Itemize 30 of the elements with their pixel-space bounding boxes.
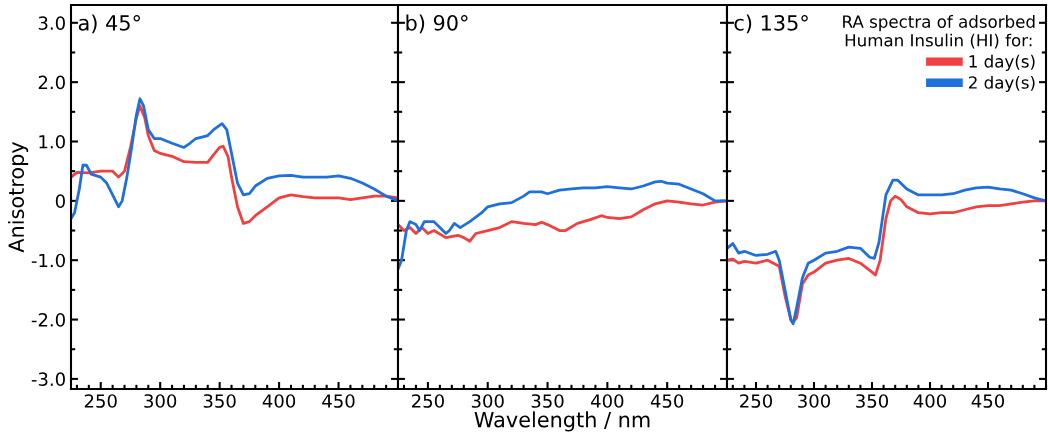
x-tick-label: 300 <box>471 394 504 408</box>
y-tick-label: 3.0 <box>38 16 65 30</box>
x-tick-label: 350 <box>531 394 564 408</box>
chart-title: b) 90° <box>406 14 468 34</box>
y-tick-label: 0 <box>55 194 65 208</box>
x-tick-label: 300 <box>144 394 177 408</box>
x-tick-label: 250 <box>740 394 773 408</box>
x-tick-label: 300 <box>798 394 831 408</box>
y-tick-label: 1.0 <box>39 134 65 149</box>
legend-title: RA spectra of adsorbed Human Insulin (HI) for: <box>843 15 1035 49</box>
x-axis-title: Wavelength / nm <box>474 411 650 432</box>
y-tick-label: -3.0 <box>31 372 65 387</box>
x-tick-label: 450 <box>971 394 1005 408</box>
x-tick-label: 400 <box>913 394 947 408</box>
x-tick-label: 250 <box>412 394 444 408</box>
x-tick-label: 350 <box>856 394 889 408</box>
y-tick-label: -1.0 <box>31 253 65 268</box>
legend-label: 1 day(s) <box>969 54 1035 71</box>
x-tick-label: 250 <box>84 394 117 408</box>
chart-title: c) 135° <box>734 14 808 34</box>
legend-label: 2 day(s) <box>968 75 1035 93</box>
x-tick-label: 450 <box>322 394 355 408</box>
y-tick-label: 2.0 <box>38 75 65 90</box>
y-tick-label: -2.0 <box>31 313 65 327</box>
chart-title: a) 45° <box>78 14 140 34</box>
x-tick-label: 400 <box>262 394 296 408</box>
x-tick-label: 450 <box>650 394 684 408</box>
x-tick-label: 350 <box>203 394 236 408</box>
y-axis-title: Anisotropy <box>7 141 29 253</box>
x-tick-label: 400 <box>591 394 624 408</box>
